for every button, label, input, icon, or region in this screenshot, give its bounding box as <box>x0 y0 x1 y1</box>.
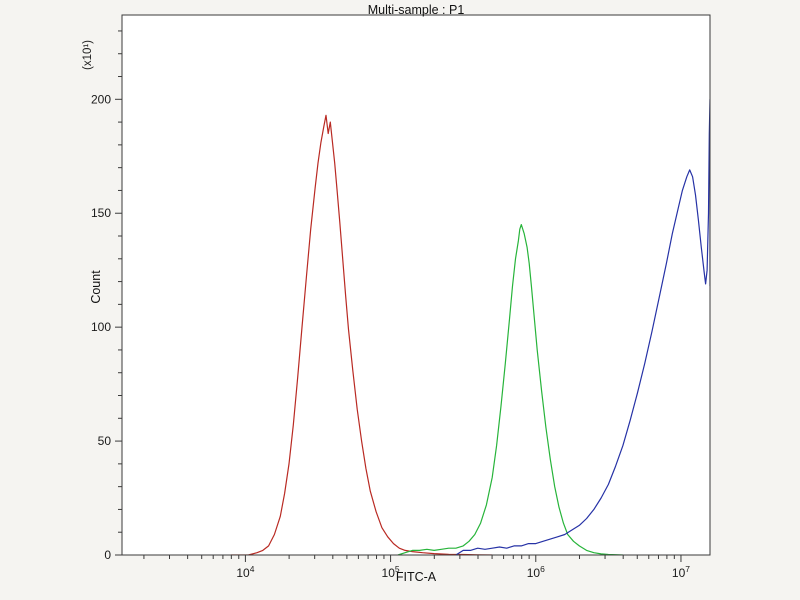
y-axis-title: Count <box>89 270 103 304</box>
plot-background <box>122 15 710 555</box>
series-red-sample <box>230 114 493 555</box>
x-tick-label: 105 <box>382 564 400 580</box>
x-tick-label: 107 <box>672 564 690 580</box>
x-tick-label: 106 <box>527 564 545 580</box>
x-axis-title: FITC-A <box>395 570 437 584</box>
chart-title: Multi-sample : P1 <box>367 3 465 17</box>
plot-border <box>121 14 711 556</box>
y-tick-label: 100 <box>91 320 111 334</box>
y-tick-label: 0 <box>104 548 111 562</box>
y-tick-label: 200 <box>91 92 111 106</box>
series-blue-sample <box>455 98 710 555</box>
y-tick-label: 50 <box>98 434 112 448</box>
x-tick-label: 104 <box>236 564 254 580</box>
y-axis-multiplier-label: (x10¹) <box>82 39 94 71</box>
y-tick-label: 150 <box>91 206 111 220</box>
